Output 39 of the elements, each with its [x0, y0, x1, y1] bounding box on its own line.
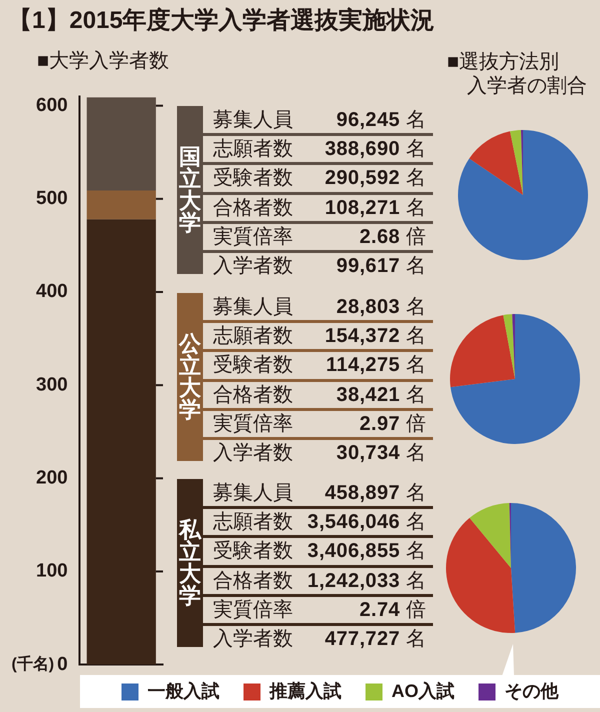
text: 実質倍率 2.97 倍 [213, 412, 426, 435]
y-tick-label: 600 [36, 94, 68, 116]
bar [86, 97, 156, 190]
y-tick-label: 200 [36, 468, 68, 489]
y-tick-label: 400 [36, 281, 68, 302]
text: 合格者数 1,242,033 名 [212, 568, 427, 594]
text: 入学者数 99,617 名 [213, 255, 426, 278]
text: 受験者数 3,406,855 名 [212, 539, 427, 564]
y-tick-label: 100 [36, 560, 68, 582]
text: 入学者数 30,734 名 [213, 442, 426, 464]
text: 入学者数 477,727 名 [213, 628, 426, 650]
text: 実質倍率 2.68 倍 [213, 226, 426, 248]
text: 合格者数 38,421 名 [213, 384, 426, 406]
text: 募集人員 96,245 名 [213, 109, 426, 132]
text: 受験者数 290,592 名 [213, 167, 426, 190]
y-axis-title: (千名) [11, 655, 54, 674]
y-tick-label: 500 [36, 188, 68, 210]
text: 【1】2015年度大学入学者選抜実施状況 [8, 6, 435, 36]
legend-label: 推薦入試 [268, 680, 342, 701]
text: 募集人員 458,897 名 [213, 482, 426, 504]
text: 志願者数 388,690 名 [213, 138, 426, 160]
chart-title: ■選抜方法別入学者の割合 [447, 50, 587, 98]
text: 国立大学 [178, 144, 202, 235]
bar [86, 219, 156, 665]
text: 合格者数 108,271 名 [213, 196, 426, 219]
text: 募集人員 28,803 名 [213, 296, 426, 318]
text: 実質倍率 2.74 倍 [213, 598, 426, 621]
legend-label: その他 [504, 680, 560, 701]
text: 志願者数 3,546,046 名 [212, 510, 427, 536]
chart-subtitle: ■大学入学者数 [37, 49, 170, 73]
legend-label: AO入試 [392, 680, 454, 701]
bar [86, 190, 156, 220]
text: 私立大学 [178, 517, 202, 608]
text: 志願者数 154,372 名 [213, 325, 426, 348]
y-tick-label: 0 [57, 654, 68, 675]
y-tick-label: 300 [36, 374, 68, 396]
text: 公立大学 [178, 331, 202, 422]
legend-label: 一般入試 [148, 680, 220, 701]
text: 受験者数 114,275 名 [213, 354, 426, 376]
